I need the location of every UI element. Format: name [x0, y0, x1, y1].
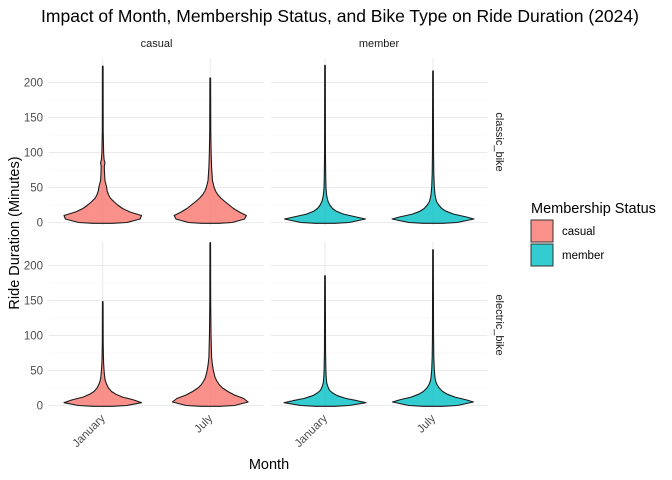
- violin-member-electric-bike-july: [391, 249, 475, 407]
- panel-casual-classic-bike: 0 50 100 150 200 casual: [24, 38, 264, 230]
- strip-label-column: casual: [141, 38, 173, 50]
- y-tick-label: 100: [24, 331, 43, 343]
- y-tick-label: 0: [37, 218, 43, 230]
- y-tick-label: 50: [30, 183, 43, 195]
- y-tick-label: 150: [24, 296, 43, 308]
- legend-entry-member: member: [530, 243, 604, 267]
- violin-casual-classic-bike-july: [173, 77, 247, 224]
- legend-entry-casual: casual: [530, 219, 595, 243]
- legend: Membership Status casual member: [530, 201, 656, 267]
- panel-casual-electric-bike: 0 50 100 150 200 January July: [24, 241, 264, 450]
- y-tick-label: 200: [24, 78, 43, 90]
- x-axis-label: Month: [249, 457, 289, 473]
- panel-member-classic-bike: member classic_bike: [271, 38, 505, 226]
- x-tick-label: January: [293, 412, 331, 450]
- legend-label-member: member: [562, 250, 604, 262]
- strip-label-column: member: [359, 38, 400, 50]
- y-tick-label: 200: [24, 261, 43, 273]
- facet-panels: 0 50 100 150 200 casual member classic_bike 0 50 1…: [24, 38, 505, 450]
- y-tick-label: 0: [37, 401, 43, 413]
- y-axis-label: Ride Duration (Minutes): [7, 156, 23, 309]
- x-tick-label: July: [192, 412, 215, 435]
- violin-member-classic-bike-july: [391, 70, 475, 224]
- legend-label-casual: casual: [562, 226, 595, 238]
- y-tick-label: 50: [30, 366, 43, 378]
- chart-title: Impact of Month, Membership Status, and …: [41, 6, 639, 26]
- legend-title: Membership Status: [531, 201, 656, 217]
- violin-member-electric-bike-january: [283, 274, 367, 407]
- legend-key-casual: [530, 219, 554, 243]
- violin-casual-electric-bike-july: [171, 242, 249, 407]
- x-tick-label: July: [415, 412, 438, 435]
- y-tick-label: 100: [24, 148, 43, 160]
- legend-key-member: [530, 243, 554, 267]
- violin-casual-electric-bike-january: [63, 300, 143, 407]
- violin-member-classic-bike-january: [283, 64, 367, 224]
- strip-label-row: electric_bike: [493, 294, 505, 355]
- panel-member-electric-bike: January July electric_bike: [271, 241, 505, 450]
- violin-casual-classic-bike-january: [63, 65, 143, 224]
- strip-label-row: classic_bike: [493, 112, 505, 171]
- y-tick-label: 150: [24, 113, 43, 125]
- x-tick-label: January: [70, 412, 108, 450]
